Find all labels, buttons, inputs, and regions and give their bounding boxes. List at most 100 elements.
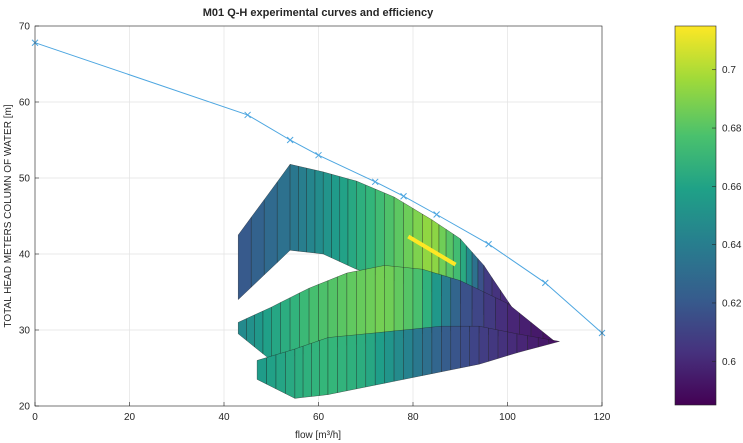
surface-patch: [403, 328, 414, 380]
surface-patch: [365, 332, 376, 388]
surface-patch: [548, 339, 560, 345]
surface-patch: [311, 340, 320, 397]
surface-patch: [374, 265, 385, 343]
qh-marker: [286, 136, 294, 144]
surface-patch: [289, 164, 299, 252]
colorbar-tick-label: 0.68: [722, 124, 742, 135]
surface-patch: [285, 348, 296, 399]
x-tick-label: 80: [407, 412, 419, 423]
surface-patch: [441, 325, 452, 373]
y-tick-label: 40: [19, 250, 31, 261]
surface-patch: [276, 163, 291, 264]
qh-marker: [433, 211, 440, 218]
surface-patch: [393, 266, 404, 340]
colorbar-ticks: 0.6 0.62 0.64 0.66 0.68 0.7: [712, 65, 742, 368]
surface-patch: [450, 325, 461, 371]
surface-patch: [412, 268, 423, 336]
colorbar-tick-label: 0.66: [722, 182, 742, 193]
x-tick-label: 0: [32, 412, 38, 423]
surface-patch: [294, 345, 304, 399]
qh-curve-line: [34, 42, 603, 334]
surface-patch: [337, 335, 348, 393]
surface-patch: [450, 277, 461, 332]
surface-patch: [422, 326, 433, 376]
qh-marker: [485, 240, 492, 248]
surface-patch: [431, 271, 442, 334]
surface-patch: [460, 325, 470, 369]
y-tick-label: 50: [19, 174, 31, 185]
surface-patch: [271, 302, 281, 361]
y-tick-label: 30: [19, 326, 31, 337]
qh-marker-stroke: [400, 192, 407, 200]
surface-patch: [384, 265, 395, 342]
y-axis-title: TOTAL HEAD METERS COLUMN OF WATER [m]: [3, 104, 14, 327]
surface-patch: [516, 333, 528, 354]
surface-patch: [431, 325, 442, 374]
colorbar-tick-label: 0.62: [722, 298, 742, 309]
surface-patch: [507, 331, 518, 356]
y-tick-label: 20: [19, 402, 31, 413]
x-tick-label: 120: [594, 412, 611, 423]
surface-patch: [469, 325, 480, 367]
surface-patch: [306, 167, 316, 254]
qh-marker: [541, 279, 549, 287]
max-efficiency-band: [407, 234, 457, 267]
x-axis-title: flow [m³/h]: [295, 430, 341, 441]
qh-marker-stroke: [244, 111, 251, 119]
surface-patch: [256, 357, 267, 385]
surface-patch: [460, 280, 473, 333]
surface-patch: [275, 351, 286, 394]
x-tick-label: 60: [313, 412, 325, 423]
qh-marker-stroke: [433, 211, 440, 218]
qh-marker: [400, 192, 407, 200]
surface-patch: [422, 268, 433, 335]
surface-patch: [262, 306, 272, 361]
qh-marker: [244, 111, 251, 119]
qh-marker-stroke: [315, 151, 322, 159]
y-tick-label: 70: [19, 22, 31, 33]
surface-patch: [374, 331, 385, 386]
y-axis: 20 30 40 50 60 70: [19, 22, 39, 413]
colorbar-tick-label: 0.6: [722, 357, 736, 368]
surface-patch: [478, 325, 489, 365]
qh-marker-stroke: [541, 279, 549, 287]
surface-patch: [298, 165, 307, 253]
surface-patch: [393, 329, 404, 382]
surface-patch: [346, 270, 357, 346]
qh-marker-stroke: [485, 240, 492, 248]
surface-patch: [339, 176, 349, 266]
surface-patch: [346, 334, 357, 392]
surface-patch: [356, 180, 367, 273]
x-tick-label: 100: [499, 412, 516, 423]
qh-marker: [371, 178, 379, 186]
colorbar: [674, 25, 717, 406]
colorbar-tick-label: 0.64: [722, 240, 742, 251]
surface-patch: [365, 184, 376, 276]
x-axis: 0 20 40 60 80 100 120: [32, 402, 611, 423]
surface-patch: [289, 292, 300, 357]
qh-marker-stroke: [286, 136, 294, 144]
qh-marker: [315, 151, 322, 159]
x-tick-label: 20: [124, 412, 136, 423]
surface-patch: [412, 327, 423, 378]
surface-patch: [365, 267, 376, 344]
surface-patch: [384, 330, 395, 384]
surface-patch: [327, 336, 338, 395]
surface-patch: [347, 178, 357, 270]
surface-patch: [497, 329, 508, 359]
surface-patch: [319, 337, 329, 396]
surface-patch: [331, 173, 341, 262]
surface-patch: [441, 274, 452, 333]
surface-patch: [356, 333, 367, 390]
efficiency-surface: [237, 163, 560, 399]
chart-title: M01 Q-H experimental curves and efficien…: [203, 7, 434, 19]
surface-patch: [374, 188, 385, 279]
surface-patch: [314, 169, 324, 255]
x-tick-label: 40: [218, 412, 230, 423]
surface-patch: [322, 171, 332, 259]
surface-patch: [356, 268, 367, 345]
surface-patch: [254, 310, 264, 355]
surface-patch: [302, 342, 312, 398]
surface-patch: [266, 354, 277, 390]
